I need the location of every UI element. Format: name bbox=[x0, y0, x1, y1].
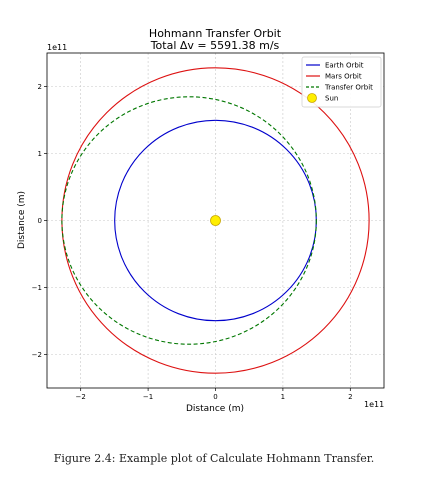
legend-label-transfer-orbit: Transfer Orbit bbox=[324, 84, 373, 92]
x-offset-label: 1e11 bbox=[364, 400, 384, 409]
x-axis-label: Distance (m) bbox=[186, 404, 244, 414]
x-tick-label: −2 bbox=[76, 393, 86, 401]
ticks: −2 −1 0 1 2 −2 −1 0 1 2 bbox=[32, 83, 353, 401]
x-tick-label: 1 bbox=[281, 393, 285, 401]
chart-title: Hohmann Transfer Orbit bbox=[149, 27, 282, 40]
figure-caption: Figure 2.4: Example plot of Calculate Ho… bbox=[53, 452, 375, 465]
transfer-orbit-line bbox=[61, 96, 317, 345]
series-layer bbox=[61, 67, 370, 374]
legend: Earth Orbit Mars Orbit Transfer Orbit Sun bbox=[301, 56, 382, 108]
y-tick-label: 0 bbox=[38, 217, 42, 225]
chart-subtitle: Total Δv = 5591.38 m/s bbox=[150, 39, 280, 52]
y-offset-label: 1e11 bbox=[47, 43, 67, 52]
legend-marker-sun bbox=[307, 93, 317, 103]
hohmann-chart: −2 −1 0 1 2 −2 −1 0 1 2 Hohmann Transfer Orbit To… bbox=[17, 27, 385, 414]
legend-label-mars-orbit: Mars Orbit bbox=[325, 73, 362, 81]
y-tick-label: 1 bbox=[38, 150, 42, 158]
mars-orbit-line bbox=[61, 67, 370, 374]
legend-label-earth-orbit: Earth Orbit bbox=[325, 62, 364, 70]
x-tick-label: −1 bbox=[143, 393, 153, 401]
y-tick-label: −2 bbox=[32, 351, 42, 359]
x-tick-label: 2 bbox=[348, 393, 352, 401]
legend-box bbox=[301, 56, 382, 108]
x-tick-label: 0 bbox=[213, 393, 217, 401]
legend-label-sun: Sun bbox=[325, 95, 338, 103]
sun-marker bbox=[210, 215, 221, 226]
y-tick-label: 2 bbox=[38, 83, 42, 91]
y-axis-label: Distance (m) bbox=[17, 191, 27, 249]
y-tick-label: −1 bbox=[32, 284, 42, 292]
